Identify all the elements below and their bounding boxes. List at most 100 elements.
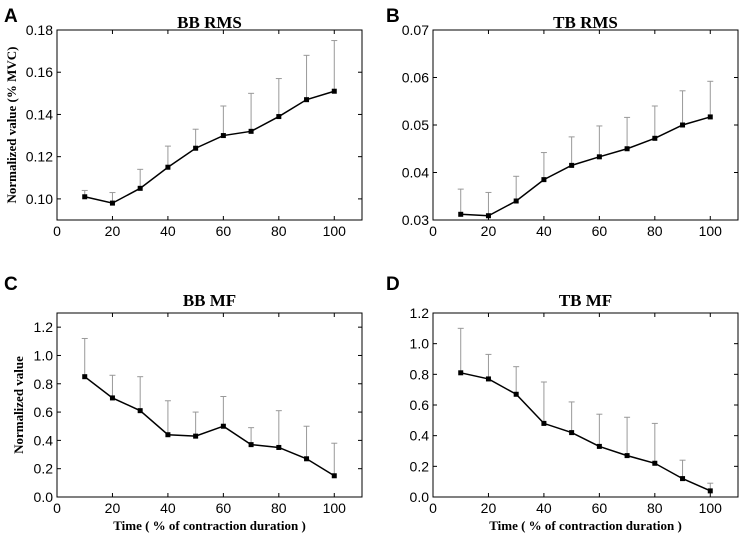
panel-letter-d: D [386, 274, 400, 295]
x-tick-label-d: 80 [647, 500, 663, 516]
y-tick-label-a: 0.14 [26, 106, 53, 122]
data-point-a [248, 128, 254, 134]
chart-title-c: BB MF [183, 291, 236, 310]
data-point-b [458, 211, 464, 217]
data-point-d [680, 476, 686, 482]
data-point-d [458, 370, 464, 376]
plot-frame-c [56, 312, 363, 498]
x-tick-label-d: 100 [699, 500, 723, 516]
x-tick-label-d: 20 [481, 500, 497, 516]
data-point-c [248, 442, 254, 448]
data-point-d [624, 453, 630, 459]
data-point-a [165, 164, 171, 170]
data-point-c [331, 473, 337, 479]
y-tick-label-b: 0.03 [402, 212, 429, 228]
series-line-a [84, 90, 335, 204]
x-tick-label-d: 40 [536, 500, 552, 516]
data-point-c [82, 374, 88, 380]
data-point-b [652, 135, 658, 141]
data-point-a [109, 200, 115, 206]
panel-letter-c: C [4, 274, 18, 295]
y-tick-label-b: 0.06 [402, 70, 429, 86]
chart-title-a: BB RMS [177, 13, 242, 32]
series-line-b [460, 116, 711, 217]
x-tick-label-b: 80 [647, 223, 663, 239]
x-tick-label-c: 40 [160, 500, 176, 516]
data-point-a [193, 145, 199, 151]
x-tick-label-a: 80 [271, 223, 287, 239]
x-tick-label-c: 0 [53, 500, 61, 516]
y-tick-label-d: 0.2 [410, 458, 430, 474]
x-tick-label-d: 60 [592, 500, 608, 516]
plot-frame-b [432, 29, 739, 221]
y-tick-label-c: 0.6 [34, 404, 54, 420]
y-tick-label-a: 0.12 [26, 149, 53, 165]
data-point-c [304, 456, 310, 462]
y-tick-label-c: 0.4 [34, 432, 54, 448]
data-point-a [82, 194, 88, 200]
panel-a: A BB RMS 0 20 40 60 80 100 0.10 0.12 0.14 0.16 0.18 N… [4, 6, 363, 239]
y-tick-label-b: 0.07 [402, 22, 429, 38]
y-tick-label-d: 0.6 [410, 397, 430, 413]
y-axis-label-c: Normalized value [11, 356, 26, 454]
x-axis-label-c: Time ( % of contraction duration ) [113, 518, 306, 533]
x-tick-label-c: 100 [323, 500, 347, 516]
data-point-d [652, 460, 658, 466]
panel-letter-a: A [4, 6, 18, 27]
panel-b: B TB RMS 0 20 40 60 80 100 0.03 0.04 0.05 0.06 0.07 [386, 6, 739, 239]
y-tick-label-d: 0.4 [410, 428, 430, 444]
data-point-a [137, 185, 143, 191]
data-point-c [137, 408, 143, 414]
x-tick-label-c: 60 [216, 500, 232, 516]
x-tick-label-d: 0 [429, 500, 437, 516]
x-tick-label-b: 40 [536, 223, 552, 239]
y-tick-label-c: 1.0 [34, 347, 54, 363]
y-tick-label-a: 0.10 [26, 191, 53, 207]
data-point-b [541, 177, 547, 183]
data-point-b [596, 154, 602, 160]
data-point-d [485, 376, 491, 382]
x-tick-label-a: 60 [216, 223, 232, 239]
panel-letter-b: B [386, 6, 400, 27]
data-point-a [331, 88, 337, 94]
y-tick-label-d: 0.0 [410, 489, 430, 505]
y-axis-label-a: Normalized value (% MVC) [4, 46, 19, 203]
data-point-c [109, 395, 115, 401]
y-tick-label-b: 0.05 [402, 117, 429, 133]
x-tick-label-a: 20 [105, 223, 121, 239]
data-point-a [220, 133, 226, 139]
data-point-d [596, 443, 602, 449]
chart-title-d: TB MF [559, 291, 612, 310]
x-tick-label-b: 20 [481, 223, 497, 239]
panel-c: C BB MF 0 20 40 60 80 100 0.0 0.2 0.4 0.6 0.8 1.0 1.2 N… [4, 274, 363, 533]
y-tick-label-a: 0.16 [26, 64, 53, 80]
chart-title-b: TB RMS [553, 13, 618, 32]
y-tick-label-c: 0.0 [34, 489, 54, 505]
data-point-a [304, 97, 310, 103]
y-tick-label-d: 0.8 [410, 366, 430, 382]
x-tick-label-b: 60 [592, 223, 608, 239]
data-point-b [569, 162, 575, 168]
panel-d: D TB MF 0 20 40 60 80 100 0.0 0.2 0.4 0.6 0.8 1.0 1.2 T… [386, 274, 739, 533]
data-point-c [276, 444, 282, 450]
data-point-d [541, 420, 547, 426]
data-point-c [193, 433, 199, 439]
data-point-b [485, 213, 491, 219]
data-point-b [513, 198, 519, 204]
x-tick-label-c: 80 [271, 500, 287, 516]
x-tick-label-a: 40 [160, 223, 176, 239]
series-line-d [460, 372, 711, 492]
plot-frame-a [56, 29, 363, 221]
y-tick-label-d: 1.2 [410, 305, 430, 321]
x-tick-label-a: 100 [323, 223, 347, 239]
x-tick-label-a: 0 [53, 223, 61, 239]
data-point-d [513, 391, 519, 397]
data-point-b [680, 122, 686, 128]
y-tick-label-c: 0.8 [34, 376, 54, 392]
data-point-d [569, 430, 575, 436]
data-point-d [707, 488, 713, 494]
x-axis-label-d: Time ( % of contraction duration ) [489, 518, 682, 533]
data-point-b [624, 146, 630, 152]
x-tick-label-c: 20 [105, 500, 121, 516]
